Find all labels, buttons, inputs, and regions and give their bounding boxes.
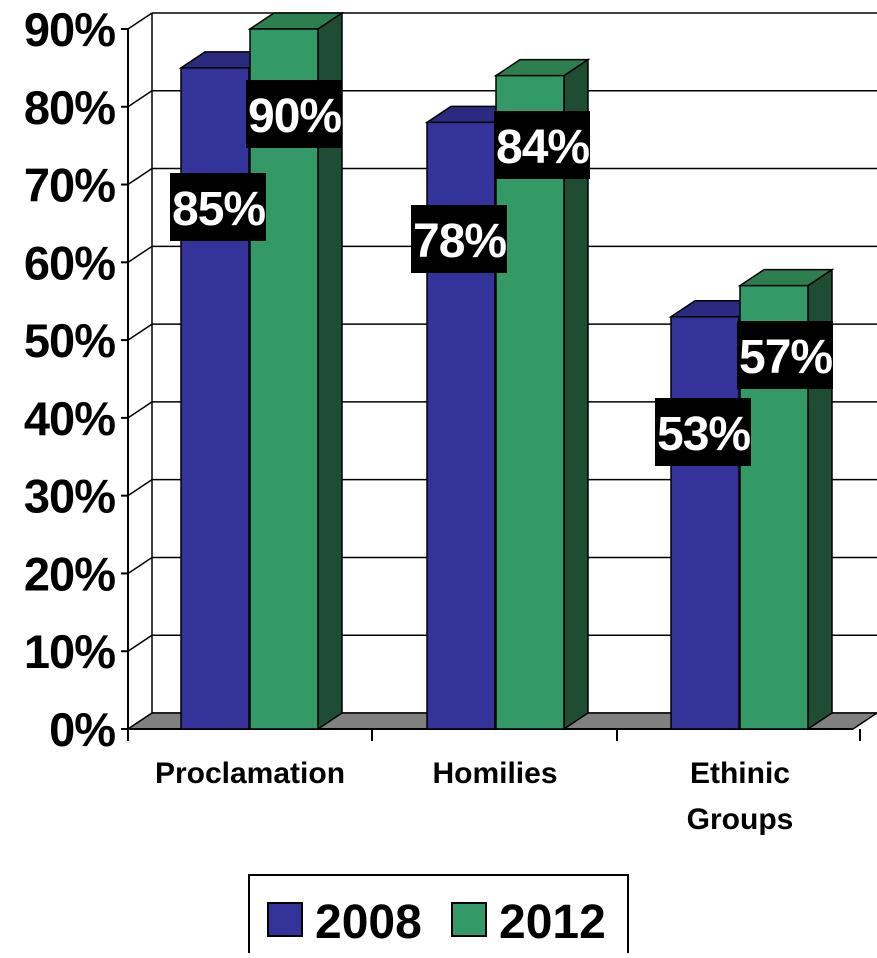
legend-box [248, 874, 629, 956]
bar-2012-homilies [493, 58, 591, 731]
data-label-box [246, 80, 342, 148]
legend-label: 2008 [315, 896, 422, 949]
gridline-side [127, 167, 153, 186]
legend-item-2012: 2012 [451, 896, 606, 949]
data-label-box [494, 111, 590, 179]
legend-swatch [267, 902, 303, 937]
gridline-side [127, 245, 153, 263]
x-category-label: Ethinic [690, 757, 790, 790]
data-label-text: 84% [496, 121, 589, 174]
data-label-text: 78% [413, 215, 506, 268]
y-tick-label: 60% [24, 236, 115, 289]
gridline-side [127, 401, 153, 419]
y-tick-label: 80% [24, 81, 115, 134]
y-tick-label: 50% [24, 314, 115, 367]
data-label-box [170, 173, 266, 241]
data-label-box [737, 321, 833, 389]
legend-item-2008: 2008 [267, 896, 422, 949]
legend: 2008 2012 [248, 874, 629, 956]
data-label-text: 90% [248, 90, 341, 143]
data-label-box [411, 205, 507, 273]
gridline-side [127, 634, 153, 652]
x-category-label: Groups [687, 803, 794, 836]
tick-labels: 0% 10% 20% 30% 40% 50% 60% 70% 80% 90% Proclamatio… [24, 3, 793, 836]
bar-front-face [180, 67, 250, 730]
legend-label: 2012 [499, 896, 606, 949]
y-tick-label: 70% [24, 159, 115, 212]
data-label: 53% [655, 398, 751, 466]
data-label: 78% [411, 205, 507, 273]
data-label: 57% [737, 321, 833, 389]
data-label-text: 85% [172, 183, 265, 236]
y-tick-label: 10% [24, 625, 115, 678]
data-labels: 85% 78% 53% 90% 84% 57% [170, 80, 833, 466]
y-tick-label: 20% [24, 547, 115, 600]
bar-front-face [670, 316, 740, 730]
gridline-side [127, 479, 153, 497]
y-tick-label: 0% [49, 703, 115, 756]
legend-swatch [451, 902, 487, 937]
gridline-side [127, 323, 153, 341]
gridline-side [127, 90, 153, 108]
y-tick-label: 90% [24, 3, 115, 56]
gridline-side [127, 556, 153, 575]
bar-front-face [495, 74, 565, 730]
y-tick-label: 40% [24, 392, 115, 445]
data-label-text: 53% [657, 408, 750, 461]
gridline-side [127, 12, 153, 30]
x-category-label: Proclamation [155, 757, 345, 790]
data-label: 90% [246, 80, 342, 148]
data-label: 85% [170, 173, 266, 241]
x-category-label: Homilies [432, 757, 557, 790]
data-label-box [655, 398, 751, 466]
y-tick-label: 30% [24, 470, 115, 523]
data-label: 84% [494, 111, 590, 179]
data-label-text: 57% [739, 331, 832, 384]
